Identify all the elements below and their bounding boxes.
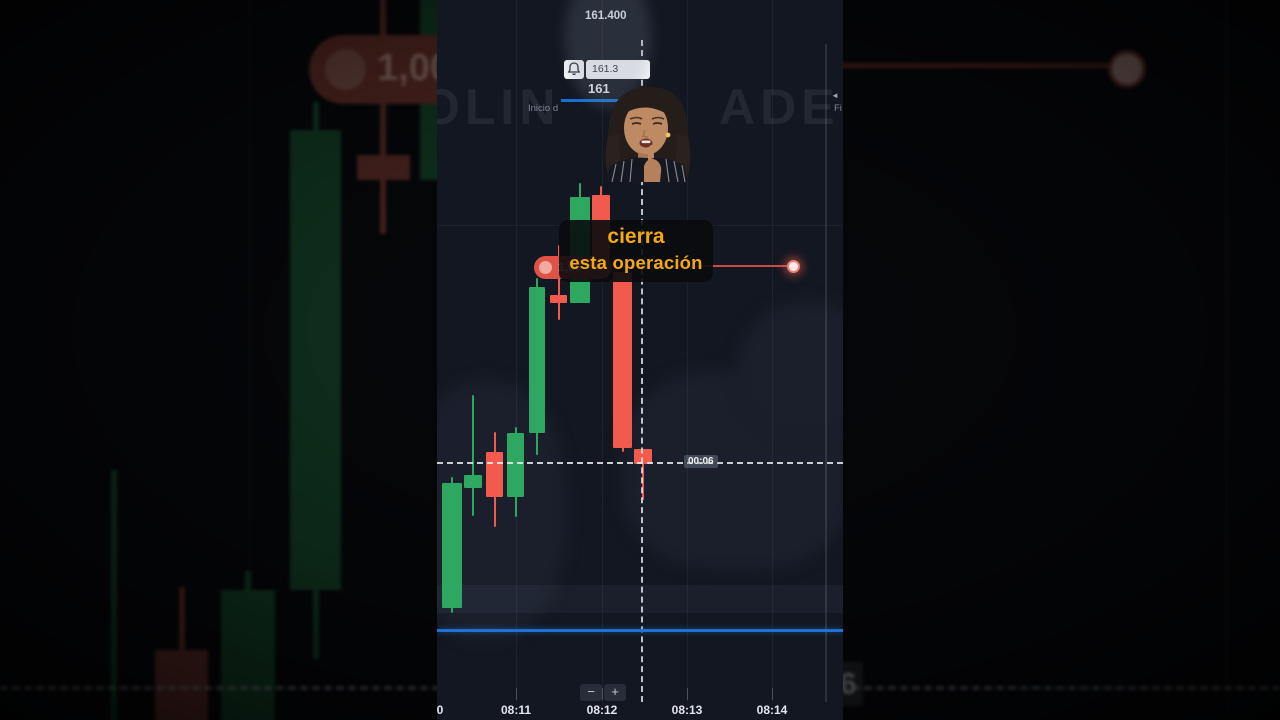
trade-end-label: Fi	[834, 103, 842, 114]
caption-line-2: esta operación	[569, 252, 703, 273]
candle	[154, 649, 209, 720]
candle	[472, 395, 474, 516]
current-time-dashed-line	[641, 40, 643, 702]
candle	[634, 449, 652, 464]
zoom-out-button[interactable]: −	[580, 684, 602, 701]
caption-line-1: cierra	[607, 225, 665, 248]
bg-gridline	[1226, 0, 1228, 720]
trade-progress-bar	[561, 99, 643, 102]
current-price-dashed-line	[437, 462, 843, 464]
trade-entry-dot	[787, 260, 800, 273]
pill-circle-icon	[539, 261, 552, 274]
bell-icon	[567, 62, 581, 76]
zoom-in-button[interactable]: +	[604, 684, 626, 701]
candle	[110, 470, 117, 720]
candle	[464, 475, 482, 488]
bg-trade-dot	[1108, 50, 1146, 88]
candle	[507, 433, 524, 497]
axis-tick	[687, 688, 688, 700]
x-axis-label: 08:14	[756, 703, 788, 717]
gridline	[602, 0, 603, 702]
purchase-time-line	[437, 629, 843, 632]
candle	[529, 287, 545, 433]
candle	[550, 295, 567, 303]
axis-tick	[602, 688, 603, 700]
map-silhouette	[737, 300, 843, 440]
watermark-text: ADE	[719, 79, 840, 135]
x-axis-label: 08:11	[500, 703, 532, 717]
candle	[442, 483, 462, 608]
alert-price-input[interactable]: 161.3	[586, 60, 650, 79]
candle	[557, 245, 560, 320]
price-ticker: 161.400	[585, 10, 627, 22]
trading-app-panel[interactable]: OLIN ADE 00:06 1,00 161.400 161.3 161 In…	[437, 0, 843, 720]
gridline	[825, 44, 827, 702]
video-caption: cierra esta operación	[559, 220, 713, 282]
trade-start-label: Inicio d	[528, 103, 559, 114]
collapse-arrow-icon[interactable]: ◄	[831, 91, 839, 100]
trade-countdown-badge: 00:06	[684, 455, 718, 468]
gridline	[687, 0, 688, 702]
axis-tick	[772, 688, 773, 700]
presenter-photo	[605, 86, 691, 182]
map-band	[437, 585, 843, 613]
x-axis-label: 08:12	[586, 703, 618, 717]
candle	[221, 589, 275, 720]
price-axis-label: 161	[588, 81, 610, 96]
x-axis-label: 0	[437, 703, 444, 717]
axis-tick	[516, 688, 517, 700]
candle	[642, 449, 644, 500]
candle	[356, 155, 411, 181]
gridline	[516, 0, 517, 702]
alert-bell-button[interactable]	[564, 60, 584, 79]
candle	[613, 272, 632, 448]
bg-gridline	[1056, 0, 1057, 720]
bg-pill-circle-icon	[325, 49, 366, 90]
candle	[486, 452, 503, 497]
watermark-text: OLIN	[437, 79, 561, 135]
x-axis-label: 08:13	[671, 703, 703, 717]
gridline	[772, 0, 773, 702]
candle	[290, 130, 341, 590]
